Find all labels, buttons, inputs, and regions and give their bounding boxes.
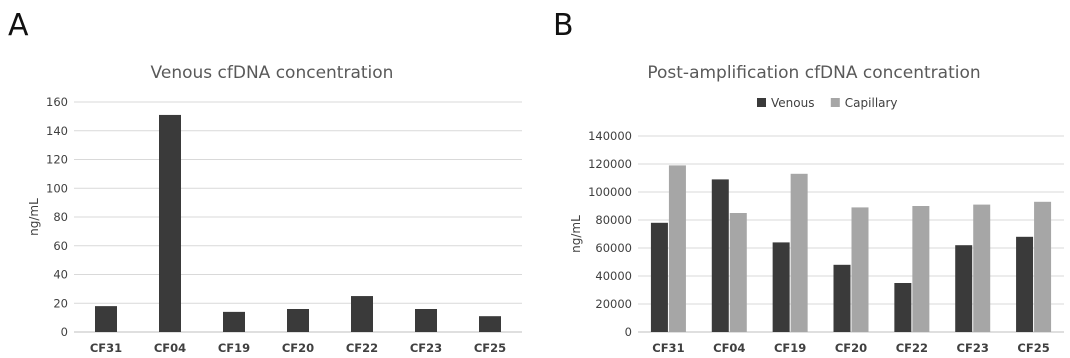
x-tick-label: CF20 — [282, 341, 314, 355]
legend-swatch-venous — [757, 98, 766, 107]
y-tick-label: 0 — [61, 325, 68, 339]
y-tick-label: 140000 — [588, 129, 632, 143]
y-tick-label: 40 — [53, 268, 68, 282]
x-tick-label: CF04 — [154, 341, 186, 355]
legend-label-venous: Venous — [771, 96, 814, 110]
bar-capillary-cf19 — [790, 173, 808, 332]
y-tick-label: 60000 — [595, 241, 632, 255]
x-tick-label: CF19 — [218, 341, 250, 355]
bar-capillary-cf20 — [851, 207, 869, 332]
legend-label-capillary: Capillary — [845, 96, 898, 110]
y-tick-label: 80000 — [595, 213, 632, 227]
x-tick-label: CF31 — [652, 341, 684, 355]
bar-capillary-cf22 — [912, 206, 930, 332]
bar-value-cf31 — [95, 306, 117, 332]
bar-value-cf23 — [415, 309, 437, 332]
panel-label-a: A — [8, 8, 29, 43]
panel-label-b: B — [553, 8, 574, 43]
y-tick-label: 20000 — [595, 297, 632, 311]
x-tick-label: CF31 — [90, 341, 122, 355]
bar-venous-cf19 — [772, 242, 790, 332]
chart-title: Venous cfDNA concentration — [151, 63, 394, 83]
x-tick-label: CF25 — [474, 341, 506, 355]
bar-value-cf20 — [287, 309, 309, 332]
y-tick-label: 160 — [46, 95, 68, 109]
bar-capillary-cf25 — [1034, 201, 1052, 332]
bar-venous-cf04 — [711, 179, 729, 332]
bar-venous-cf31 — [650, 222, 668, 332]
bar-capillary-cf31 — [668, 165, 686, 332]
bar-value-cf04 — [159, 114, 181, 332]
bar-venous-cf20 — [833, 264, 851, 332]
bar-venous-cf22 — [894, 283, 912, 332]
y-tick-label: 60 — [53, 239, 68, 253]
y-tick-label: 120 — [46, 153, 68, 167]
y-tick-label: 140 — [46, 124, 68, 138]
y-tick-label: 0 — [625, 325, 632, 339]
y-tick-label: 40000 — [595, 269, 632, 283]
y-tick-label: 100 — [46, 181, 68, 195]
bar-venous-cf23 — [955, 245, 973, 332]
x-tick-label: CF23 — [410, 341, 442, 355]
legend-swatch-capillary — [830, 98, 840, 107]
y-axis-label: ng/mL — [569, 215, 583, 253]
x-tick-label: CF04 — [713, 341, 745, 355]
y-tick-label: 120000 — [588, 157, 632, 171]
x-tick-label: CF23 — [957, 341, 989, 355]
y-tick-label: 100000 — [588, 185, 632, 199]
x-tick-label: CF22 — [346, 341, 378, 355]
y-tick-label: 80 — [53, 210, 68, 224]
bar-value-cf22 — [351, 296, 373, 332]
bar-venous-cf25 — [1016, 236, 1034, 332]
bar-value-cf25 — [479, 316, 501, 332]
x-tick-label: CF25 — [1017, 341, 1049, 355]
x-tick-label: CF22 — [896, 341, 928, 355]
chart-title: Post-amplification cfDNA concentration — [647, 63, 980, 83]
bar-capillary-cf23 — [973, 204, 991, 332]
y-tick-label: 20 — [53, 296, 68, 310]
y-axis-label: ng/mL — [27, 198, 41, 236]
x-tick-label: CF20 — [835, 341, 867, 355]
x-tick-label: CF19 — [774, 341, 806, 355]
bar-capillary-cf04 — [729, 213, 747, 332]
bar-value-cf19 — [223, 311, 245, 332]
